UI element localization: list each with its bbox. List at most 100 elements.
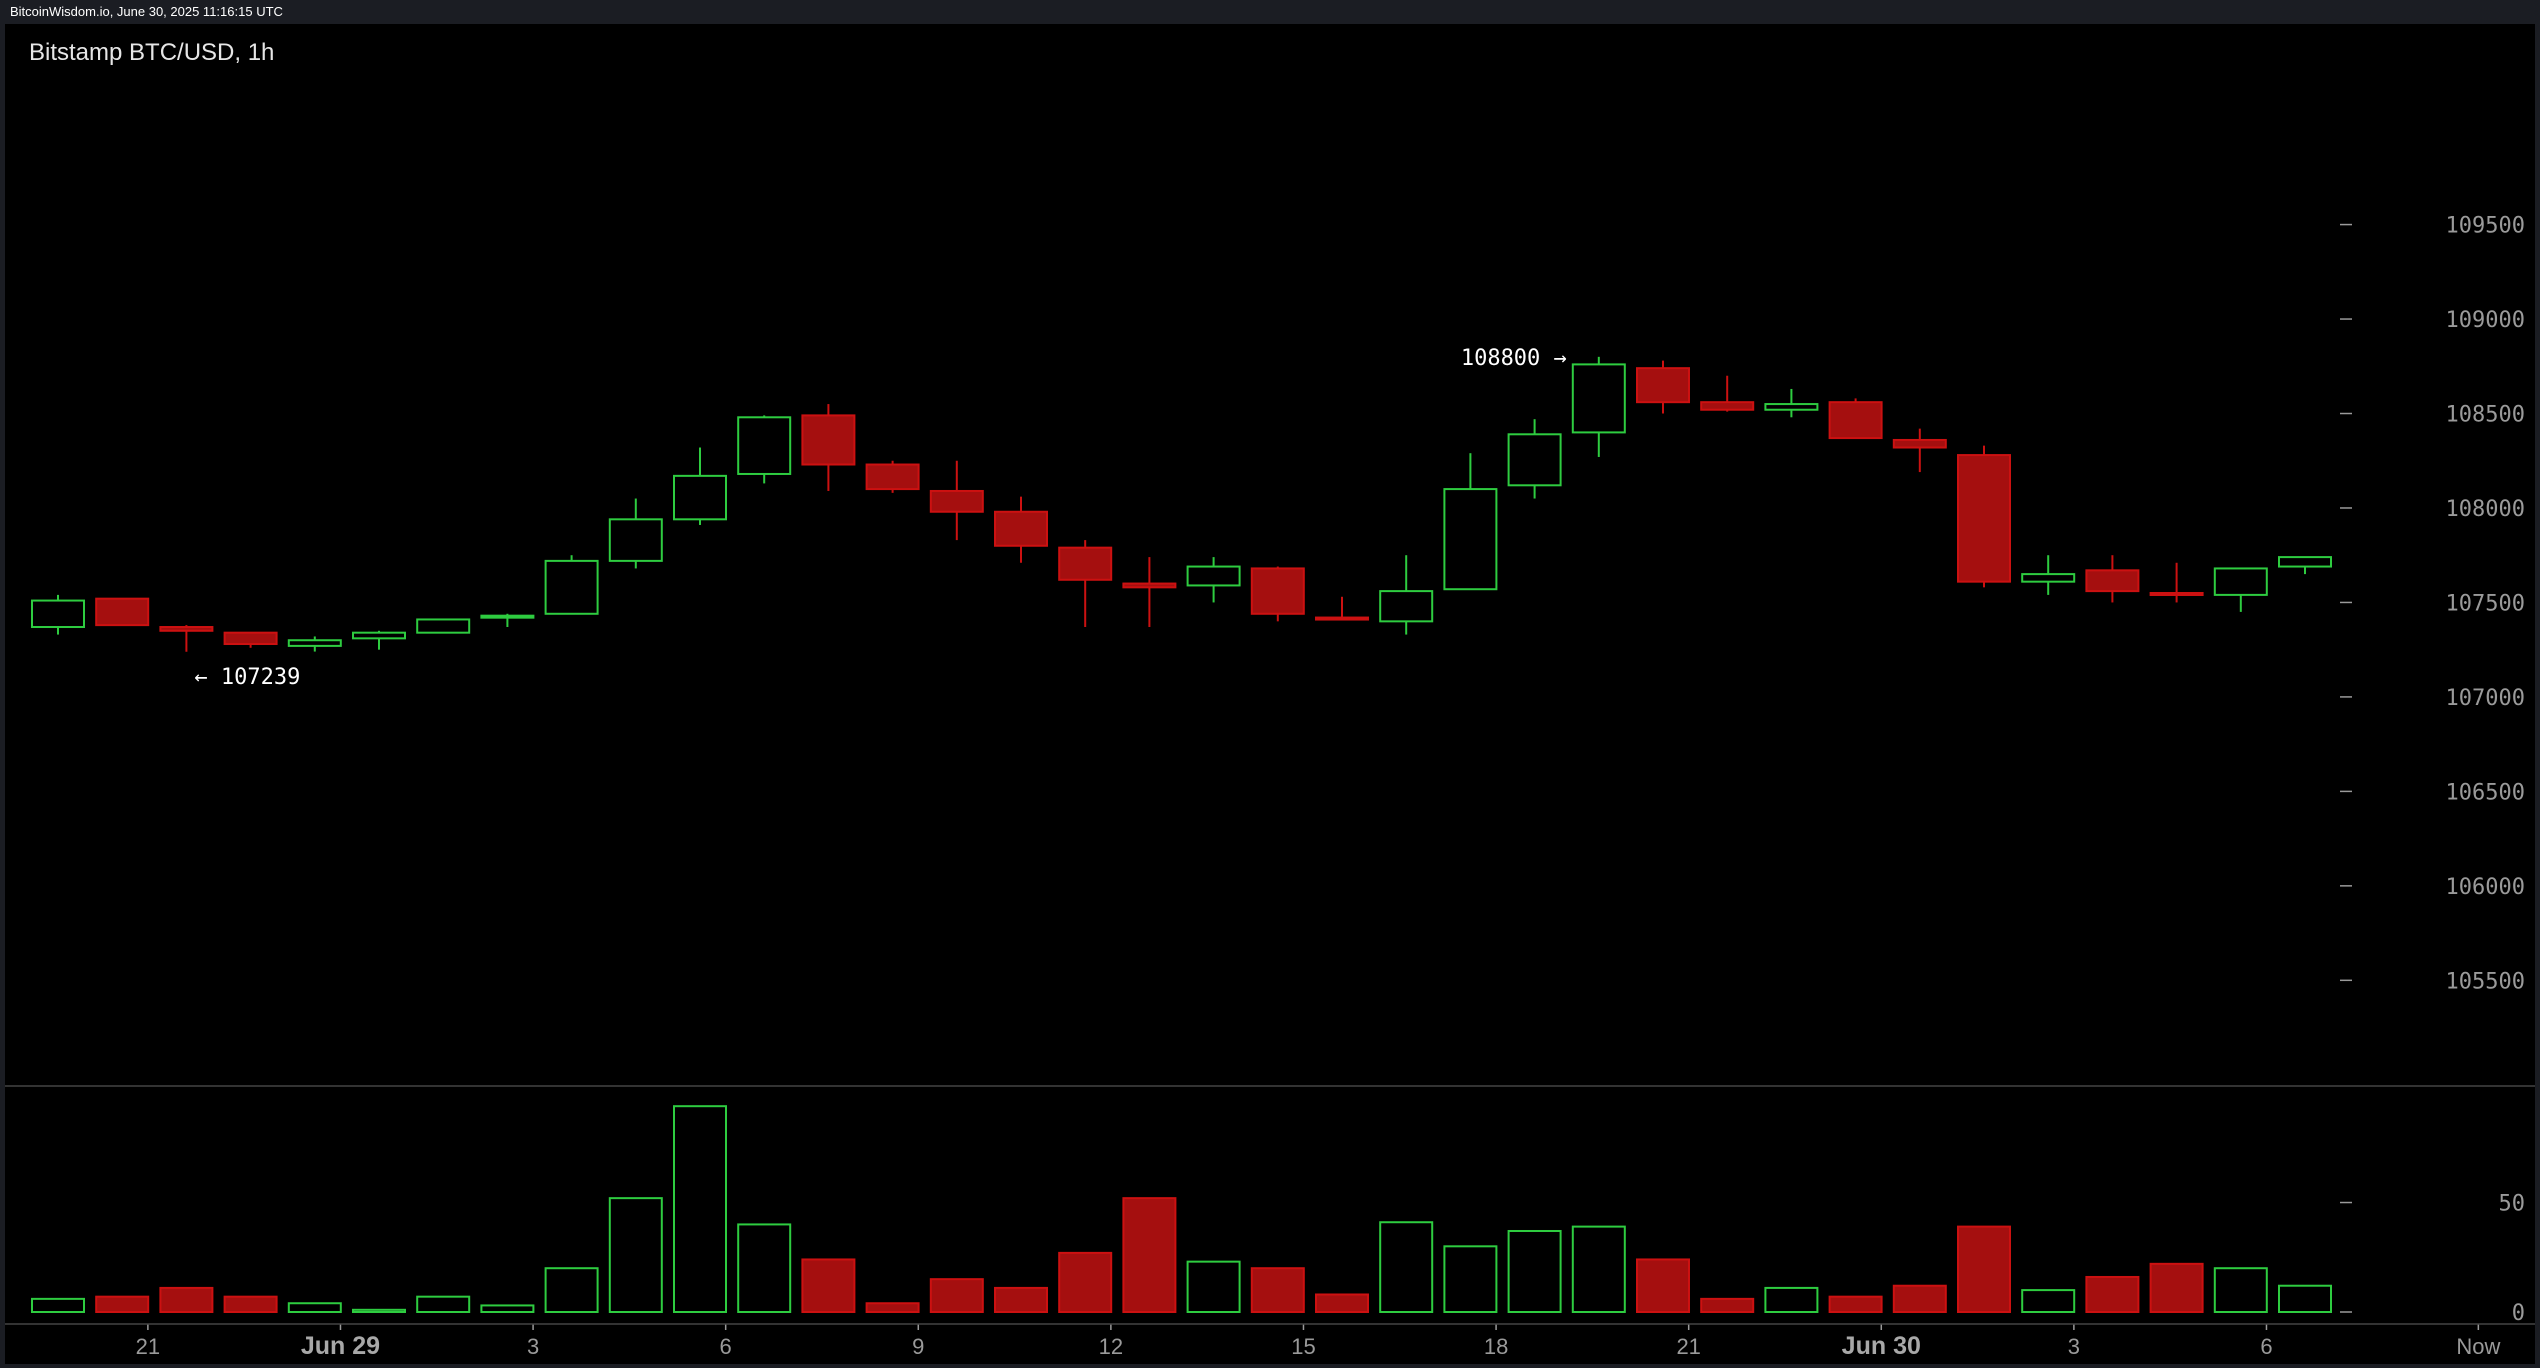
volume-bar-down xyxy=(159,1286,214,1313)
volume-bar-up xyxy=(2278,1284,2332,1314)
candle xyxy=(287,636,342,652)
candle xyxy=(480,613,535,628)
candle xyxy=(1571,356,1626,457)
candle-body-up xyxy=(1764,403,1819,411)
candle-body-up xyxy=(480,614,535,619)
candle xyxy=(159,625,214,652)
candle xyxy=(31,594,85,635)
price-tick-label: 108500 xyxy=(2446,403,2525,428)
candle xyxy=(1892,428,1947,473)
volume-bar-up xyxy=(673,1105,727,1313)
candle-body-down xyxy=(1122,582,1177,589)
source-timestamp: BitcoinWisdom.io, June 30, 2025 11:16:15… xyxy=(10,4,283,19)
volume-bar-up xyxy=(1507,1229,1562,1314)
volume-tick-label: 50 xyxy=(2499,1192,2526,1217)
candle xyxy=(1379,555,1434,635)
volume-tick-label: 0 xyxy=(2512,1301,2525,1326)
candle-body-down xyxy=(865,463,920,491)
volume-bar-down xyxy=(95,1295,150,1314)
candle xyxy=(2213,567,2268,612)
price-tick-label: 105500 xyxy=(2446,969,2525,994)
candle-body-up xyxy=(31,599,85,629)
candle-body-down xyxy=(929,489,984,513)
time-tick-label: Jun 30 xyxy=(1842,1332,1921,1360)
candle xyxy=(223,631,278,648)
candle xyxy=(737,415,792,484)
candle-body-up xyxy=(737,416,792,475)
volume-bar-up xyxy=(608,1197,663,1313)
time-tick-label: 21 xyxy=(136,1334,160,1359)
time-tick-label: Now xyxy=(2456,1334,2500,1359)
volume-bar-up xyxy=(480,1304,535,1313)
price-tick-label: 106500 xyxy=(2446,780,2525,805)
candle xyxy=(2021,555,2076,595)
volume-bar-up xyxy=(1764,1286,1819,1313)
volume-bar-down xyxy=(865,1302,920,1313)
time-tick-label: Jun 29 xyxy=(301,1332,380,1360)
volume-bar-down xyxy=(2085,1275,2140,1313)
candle-body-down xyxy=(1700,401,1755,411)
candle-body-down xyxy=(95,597,150,627)
volume-bar-down xyxy=(801,1258,856,1314)
volume-bar-up xyxy=(1379,1221,1434,1313)
candle xyxy=(673,447,727,525)
high-price-annotation: 108800 → xyxy=(1461,346,1567,371)
candle xyxy=(1250,566,1305,622)
candle-body-down xyxy=(223,631,278,646)
candle-body-up xyxy=(2021,573,2076,583)
time-tick-label: 15 xyxy=(1291,1334,1315,1359)
candle-body-down xyxy=(994,510,1048,547)
candle-body-up xyxy=(1186,565,1241,587)
chart-title: Bitstamp BTC/USD, 1h xyxy=(29,39,274,66)
chart-frame: Bitstamp BTC/USD, 1h 109500 109000 108500 1… xyxy=(5,24,2535,1364)
candle xyxy=(1507,419,1562,499)
low-price-annotation: ← 107239 xyxy=(194,665,300,690)
candle-body-up xyxy=(1443,488,1498,591)
time-tick-label: 6 xyxy=(720,1334,732,1359)
volume-bar-down xyxy=(994,1286,1048,1313)
candle xyxy=(1058,540,1113,628)
candle xyxy=(352,630,406,650)
candle-body-up xyxy=(2278,556,2332,568)
volume-bar-down xyxy=(1892,1284,1947,1314)
time-tick-label: 9 xyxy=(912,1334,924,1359)
candle-body-down xyxy=(159,626,214,632)
candle xyxy=(2278,556,2332,575)
volume-bar-up xyxy=(737,1223,792,1313)
candle xyxy=(544,555,599,615)
candle-body-down xyxy=(2085,569,2140,593)
time-tick-label: 18 xyxy=(1484,1334,1508,1359)
time-tick-label: 3 xyxy=(527,1334,539,1359)
volume-bar-up xyxy=(1571,1225,1626,1313)
candle-body-down xyxy=(1957,454,2011,583)
candle-body-up xyxy=(287,639,342,647)
price-tick-label: 107500 xyxy=(2446,591,2525,616)
candle-body-up xyxy=(2213,567,2268,596)
price-tick-label: 107000 xyxy=(2446,686,2525,711)
candle-body-down xyxy=(1636,367,1690,404)
candle-body-down xyxy=(1828,401,1883,440)
time-tick-label: 12 xyxy=(1099,1334,1123,1359)
candle-body-down xyxy=(1315,616,1369,621)
candle xyxy=(1957,445,2011,588)
candle-body-down xyxy=(801,414,856,466)
volume-bar-up xyxy=(544,1267,599,1314)
price-tick-label: 106000 xyxy=(2446,875,2525,900)
candle-body-up xyxy=(352,631,406,640)
candles-layer xyxy=(31,356,2332,652)
volume-bar-up xyxy=(31,1297,85,1314)
candle xyxy=(608,498,663,569)
price-tick-label: 109000 xyxy=(2446,308,2525,333)
price-tick-label: 108000 xyxy=(2446,497,2525,522)
candle xyxy=(95,597,150,627)
candle xyxy=(1828,398,1883,440)
volume-bar-down xyxy=(1636,1258,1690,1314)
candle xyxy=(801,404,856,491)
candle-body-down xyxy=(1892,438,1947,449)
volume-bar-down xyxy=(1957,1225,2011,1313)
candle-body-up xyxy=(608,518,663,562)
candle-body-down xyxy=(1250,567,1305,615)
time-axis: 21 Jun 29 3 6 9 12 15 18 21 Jun 30 3 6 Now xyxy=(136,1324,2500,1360)
volume-axis: 50 0 xyxy=(2340,1192,2525,1326)
candle xyxy=(1186,557,1241,603)
